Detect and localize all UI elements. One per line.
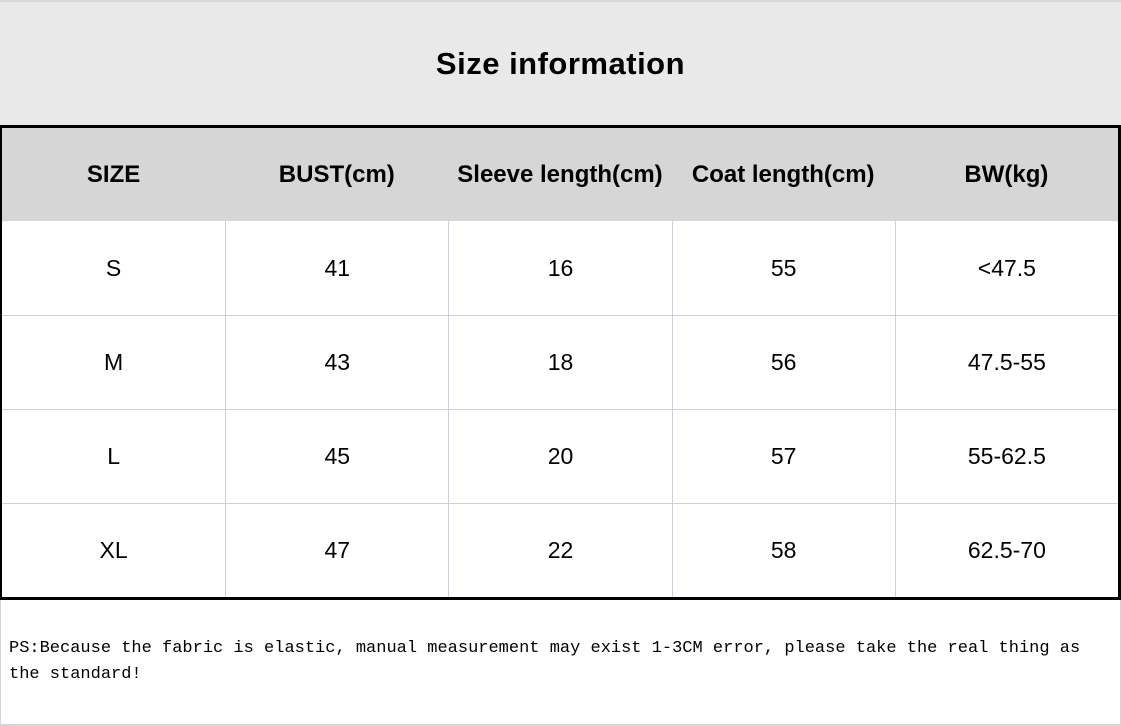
note-band: PS:Because the fabric is elastic, manual…	[0, 600, 1121, 726]
cell-size-label: M	[2, 315, 226, 409]
cell-size-label: L	[2, 409, 226, 503]
cell-sleeve-length: 22	[448, 503, 672, 597]
cell-bw: <47.5	[894, 221, 1118, 315]
cell-sleeve-length: 16	[448, 221, 671, 315]
cell-bust: 45	[225, 409, 449, 503]
cell-coat-length: 57	[671, 409, 895, 503]
cell-bw: 55-62.5	[894, 409, 1118, 503]
column-header-size: SIZE	[86, 160, 141, 188]
cell-bust: 41	[225, 221, 448, 315]
table-row-l: L 45 20 57 55-62.5	[2, 409, 1118, 503]
cell-coat-length: 56	[671, 315, 895, 409]
measurement-note: PS:Because the fabric is elastic, manual…	[9, 639, 1081, 684]
page-title: Size information	[435, 45, 686, 81]
column-header-bust: BUST(cm)	[278, 160, 395, 188]
cell-bw: 47.5-55	[894, 315, 1118, 409]
cell-bust: 43	[225, 315, 449, 409]
cell-bw: 62.5-70	[894, 503, 1118, 597]
cell-bust: 47	[225, 503, 449, 597]
column-header-bw: BW(kg)	[964, 160, 1049, 188]
cell-coat-length: 58	[671, 503, 895, 597]
table-row-xl: XL 47 22 58 62.5-70	[2, 503, 1118, 597]
column-header-coat-length: Coat length(cm)	[691, 160, 875, 188]
table-row-m: M 43 18 56 47.5-55	[2, 315, 1118, 409]
title-band: Size information	[0, 0, 1121, 125]
cell-size-label: S	[105, 254, 122, 281]
size-table: SIZE BUST(cm) Sleeve length(cm) Coat len…	[0, 125, 1121, 600]
column-header-sleeve-length: Sleeve length(cm)	[457, 160, 663, 188]
table-header-row: SIZE BUST(cm) Sleeve length(cm) Coat len…	[2, 128, 1118, 221]
cell-coat-length: 55	[671, 221, 895, 315]
cell-size-label: XL	[2, 503, 226, 597]
table-row-s: S 41 16 55 <47.5	[2, 221, 1118, 315]
cell-sleeve-length: 18	[448, 315, 672, 409]
cell-sleeve-length: 20	[448, 409, 672, 503]
